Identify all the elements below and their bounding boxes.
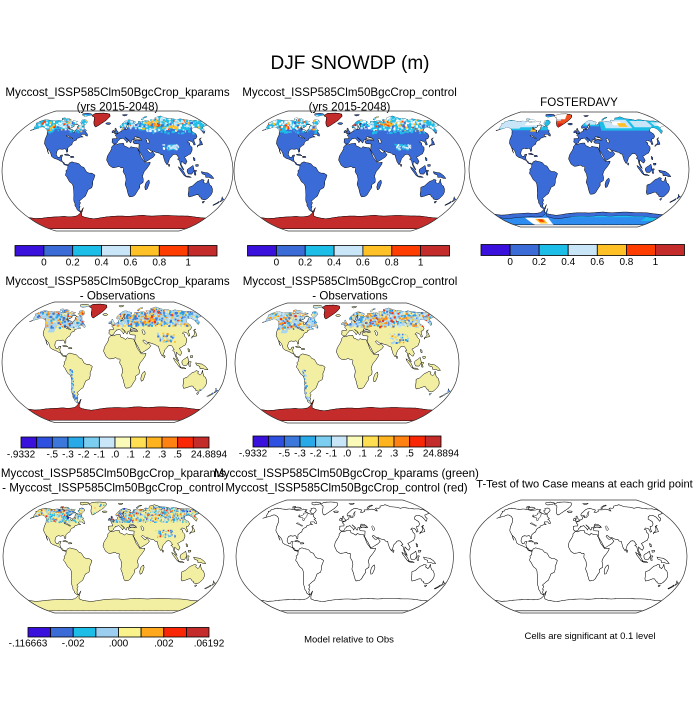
svg-text:.5: .5 <box>174 450 183 461</box>
svg-text:0.4: 0.4 <box>95 258 109 269</box>
svg-text:Myccost_ISSP585Clm50BgcCrop_kp: Myccost_ISSP585Clm50BgcCrop_kparams <box>1 467 225 480</box>
svg-text:-.1: -.1 <box>93 450 105 461</box>
svg-text:- Observations: - Observations <box>80 290 156 303</box>
svg-text:1: 1 <box>653 257 659 268</box>
svg-text:Cells are significant at 0.1 l: Cells are significant at 0.1 level <box>525 631 656 642</box>
svg-text:- Observations: - Observations <box>312 290 388 303</box>
svg-text:-.116663: -.116663 <box>9 639 48 650</box>
svg-text:-.9332: -.9332 <box>239 449 268 460</box>
svg-text:0.4: 0.4 <box>561 257 575 268</box>
svg-text:.5: .5 <box>406 449 415 460</box>
svg-text:1: 1 <box>418 258 424 269</box>
svg-text:.002: .002 <box>154 639 174 650</box>
svg-text:0.6: 0.6 <box>590 257 604 268</box>
svg-text:1: 1 <box>185 258 191 269</box>
svg-text:-.9332: -.9332 <box>7 450 36 461</box>
svg-text:.2: .2 <box>374 449 383 460</box>
svg-text:Myccost_ISSP585Clm50BgcCrop_co: Myccost_ISSP585Clm50BgcCrop_control (red… <box>225 482 467 495</box>
svg-text:0.2: 0.2 <box>298 258 312 269</box>
svg-text:.000: .000 <box>109 639 129 650</box>
svg-text:FOSTERDAVY: FOSTERDAVY <box>540 96 618 109</box>
svg-text:.0: .0 <box>111 450 120 461</box>
svg-text:.06192: .06192 <box>194 639 225 650</box>
svg-text:.3: .3 <box>390 449 399 460</box>
svg-text:-.3: -.3 <box>294 449 306 460</box>
svg-text:0: 0 <box>274 258 280 269</box>
svg-text:-.3: -.3 <box>62 450 74 461</box>
svg-text:-.2: -.2 <box>78 450 90 461</box>
svg-text:Myccost_ISSP585Clm50BgcCrop_co: Myccost_ISSP585Clm50BgcCrop_control <box>242 86 457 99</box>
svg-text:.3: .3 <box>158 450 167 461</box>
svg-text:0.8: 0.8 <box>385 258 399 269</box>
svg-text:24.8894: 24.8894 <box>423 449 460 460</box>
svg-text:0.4: 0.4 <box>327 258 341 269</box>
svg-text:- Myccost_ISSP585Clm50BgcCrop_: - Myccost_ISSP585Clm50BgcCrop_control <box>2 482 224 495</box>
svg-text:24.8894: 24.8894 <box>191 450 228 461</box>
svg-text:.2: .2 <box>142 450 151 461</box>
svg-text:DJF SNOWDP (m): DJF SNOWDP (m) <box>270 53 429 74</box>
svg-text:Model relative to Obs: Model relative to Obs <box>304 635 394 646</box>
svg-text:0: 0 <box>41 258 47 269</box>
svg-text:0.2: 0.2 <box>66 258 80 269</box>
svg-text:Myccost_ISSP585Clm50BgcCrop_kp: Myccost_ISSP585Clm50BgcCrop_kparams (gre… <box>214 467 479 480</box>
svg-text:-.5: -.5 <box>46 450 58 461</box>
svg-text:Myccost_ISSP585Clm50BgcCrop_co: Myccost_ISSP585Clm50BgcCrop_control <box>243 275 458 288</box>
svg-text:-.2: -.2 <box>310 449 322 460</box>
svg-text:T-Test of two Case means at ea: T-Test of two Case means at each grid po… <box>476 479 692 491</box>
svg-text:0.6: 0.6 <box>123 258 137 269</box>
svg-text:-.002: -.002 <box>62 639 85 650</box>
svg-text:.1: .1 <box>127 450 136 461</box>
svg-text:(yrs 2015-2048): (yrs 2015-2048) <box>77 101 159 114</box>
svg-text:.0: .0 <box>343 449 352 460</box>
svg-text:.1: .1 <box>359 449 368 460</box>
svg-text:Myccost_ISSP585Clm50BgcCrop_kp: Myccost_ISSP585Clm50BgcCrop_kparams <box>5 275 229 288</box>
svg-text:0: 0 <box>507 257 513 268</box>
svg-text:0.8: 0.8 <box>619 257 633 268</box>
svg-text:0.2: 0.2 <box>532 257 546 268</box>
svg-text:0.8: 0.8 <box>152 258 166 269</box>
svg-text:(yrs 2015-2048): (yrs 2015-2048) <box>309 101 391 114</box>
svg-text:-.1: -.1 <box>325 449 337 460</box>
svg-text:0.6: 0.6 <box>356 258 370 269</box>
svg-text:Myccost_ISSP585Clm50BgcCrop_kp: Myccost_ISSP585Clm50BgcCrop_kparams <box>5 86 229 99</box>
svg-text:-.5: -.5 <box>278 449 290 460</box>
